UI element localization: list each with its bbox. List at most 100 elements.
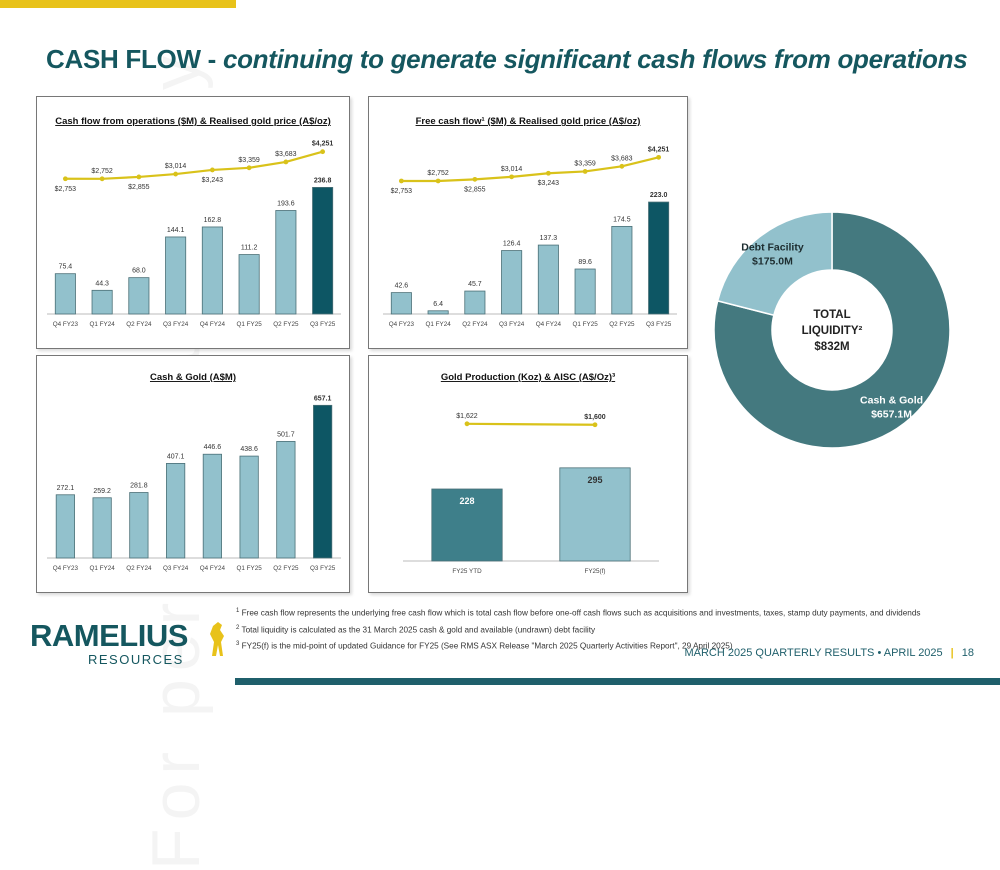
price-label: $3,683 xyxy=(611,155,633,162)
price-point xyxy=(246,165,252,171)
price-point xyxy=(464,421,470,427)
bar xyxy=(92,497,112,559)
price-point xyxy=(435,178,441,184)
bar-value-label: 42.6 xyxy=(395,283,409,290)
x-tick-label: Q1 FY24 xyxy=(90,321,116,328)
donut-center-label: TOTAL xyxy=(813,309,850,321)
x-tick-label: Q4 FY24 xyxy=(200,321,226,328)
bar-value-label: 45.7 xyxy=(468,281,482,288)
price-label: $2,855 xyxy=(464,186,486,193)
bar xyxy=(202,453,222,559)
price-line xyxy=(401,156,659,183)
bar xyxy=(91,289,113,315)
slice-label: Debt Facility xyxy=(741,241,804,253)
price-point xyxy=(545,170,551,176)
donut-center-label: $832M xyxy=(814,341,849,353)
bar xyxy=(648,201,670,315)
logo-subtitle: RESOURCES xyxy=(88,652,184,667)
x-tick-label: Q3 FY25 xyxy=(310,565,336,572)
x-tick-label: Q4 FY24 xyxy=(200,565,226,572)
bar xyxy=(427,310,449,315)
bar xyxy=(238,254,260,315)
bar xyxy=(165,236,187,315)
x-tick-label: Q4 FY24 xyxy=(536,321,562,328)
bar-value-label: 259.2 xyxy=(93,488,111,495)
slice-value-label: $175.0M xyxy=(752,255,793,267)
price-label: $3,359 xyxy=(238,157,260,164)
price-point xyxy=(398,178,404,184)
footnote-2: 2 Total liquidity is calculated as the 3… xyxy=(236,624,596,635)
bar-value-label: 137.3 xyxy=(540,235,558,242)
bar xyxy=(574,268,596,315)
price-point xyxy=(509,174,515,180)
bar xyxy=(275,210,297,315)
chart-title: Free cash flow¹ ($M) & Realised gold pri… xyxy=(416,116,641,127)
bar xyxy=(501,250,523,315)
bar xyxy=(611,225,633,315)
price-point xyxy=(209,167,215,173)
title-subtitle: continuing to generate significant cash … xyxy=(222,44,968,74)
price-label: $3,683 xyxy=(275,151,297,158)
bar xyxy=(276,441,296,559)
bar-value-label: 44.3 xyxy=(95,280,109,287)
bar-value-label: 162.8 xyxy=(204,217,222,224)
price-label: $2,753 xyxy=(55,186,77,193)
price-label: $2,753 xyxy=(391,188,413,195)
bar-value-label: 228 xyxy=(459,496,474,506)
bar-value-label: 75.4 xyxy=(59,264,73,271)
price-point xyxy=(619,163,625,169)
x-tick-label: Q3 FY25 xyxy=(310,321,336,328)
x-tick-label: Q3 FY24 xyxy=(163,565,189,572)
x-tick-label: Q4 FY23 xyxy=(389,321,415,328)
bar-value-label: 236.8 xyxy=(314,177,332,184)
liquidity-donut-chart: Cash & Gold $657.1M Debt Facility $175.0M TO… xyxy=(713,211,951,449)
footnote-3: 3 FY25(f) is the mid-point of updated Gu… xyxy=(236,641,733,652)
bar-value-label: 407.1 xyxy=(167,453,185,460)
bar-value-label: 438.6 xyxy=(240,446,258,453)
price-label: $3,243 xyxy=(202,177,224,184)
chart-title: Gold Production (Koz) & AISC (A$/Oz)³ xyxy=(441,372,615,383)
bottom-accent-bar xyxy=(235,678,1000,685)
bar-value-label: 144.1 xyxy=(167,227,185,234)
x-tick-label: Q2 FY25 xyxy=(273,321,299,328)
company-logo: RAMELIUS RESOURCES xyxy=(30,618,224,670)
price-line xyxy=(466,422,596,426)
footer-separator: | xyxy=(950,647,954,659)
x-tick-label: Q3 FY24 xyxy=(499,321,525,328)
x-tick-label: Q3 FY24 xyxy=(163,321,189,328)
bar-value-label: 68.0 xyxy=(132,268,146,275)
bar xyxy=(313,404,333,559)
bar-value-label: 223.0 xyxy=(650,192,668,199)
fcf-chart: Free cash flow¹ ($M) & Realised gold pri… xyxy=(383,116,677,328)
page-number: 18 xyxy=(961,647,974,659)
footer: MARCH 2025 QUARTERLY RESULTS • APRIL 202… xyxy=(684,647,974,659)
bar xyxy=(537,244,559,315)
bar-value-label: 126.4 xyxy=(503,241,521,248)
bar xyxy=(166,463,186,559)
bar-value-label: 111.2 xyxy=(241,245,258,252)
bar xyxy=(312,187,334,315)
price-label: $2,752 xyxy=(91,168,113,175)
production-chart-panel: Gold Production (Koz) & AISC (A$/Oz)³ 228… xyxy=(368,355,688,593)
bar-value-label: 501.7 xyxy=(277,431,295,438)
bar-value-label: 193.6 xyxy=(277,200,295,207)
bar xyxy=(54,273,76,315)
x-tick-label: Q1 FY24 xyxy=(90,565,116,572)
price-point xyxy=(320,149,326,155)
price-label: $3,014 xyxy=(501,166,523,173)
x-tick-label: Q2 FY24 xyxy=(126,565,152,572)
bar-value-label: 657.1 xyxy=(314,395,332,402)
x-tick-label: Q2 FY25 xyxy=(273,565,299,572)
x-tick-label: Q1 FY25 xyxy=(237,565,263,572)
bar xyxy=(431,488,503,562)
x-tick-label: Q3 FY25 xyxy=(646,321,672,328)
bar xyxy=(390,292,412,315)
price-point xyxy=(173,171,179,177)
bar xyxy=(559,467,631,562)
price-label: $3,014 xyxy=(165,163,187,170)
bar-value-label: 174.5 xyxy=(613,216,631,223)
x-tick-label: Q1 FY25 xyxy=(573,321,599,328)
price-point xyxy=(472,176,478,182)
footnotes: 1 Free cash flow represents the underlyi… xyxy=(236,604,920,654)
donut-slice xyxy=(713,211,951,449)
